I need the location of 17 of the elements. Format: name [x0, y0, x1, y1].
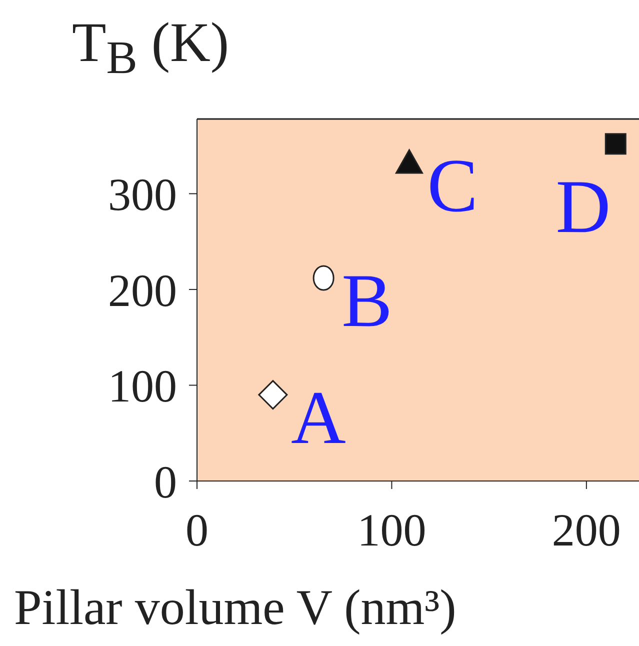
point — [395, 149, 423, 174]
y-tick-label: 100 — [108, 360, 177, 412]
y-tick-label: 300 — [108, 169, 177, 220]
annotation: C — [427, 144, 478, 228]
x-axis-title: Pillar volume V (nm³) — [14, 578, 456, 636]
x-tick-label: 0 — [186, 504, 208, 556]
annotation: D — [556, 164, 611, 249]
annotation: A — [290, 376, 346, 460]
point — [258, 380, 288, 410]
y-axis-title: T$_{B}$ (K) — [72, 11, 230, 86]
y-tick-label: 200 — [108, 264, 177, 316]
x-tick-label: 200 — [552, 504, 621, 556]
point — [604, 133, 626, 155]
annotation: B — [342, 258, 392, 343]
x-tick-label: 100 — [357, 504, 426, 556]
y-tick-label: 0 — [154, 456, 177, 508]
point — [312, 265, 334, 291]
